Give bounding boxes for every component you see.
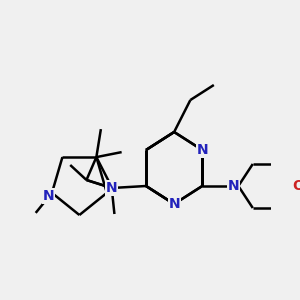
Text: N: N	[196, 143, 208, 157]
Text: O: O	[292, 179, 300, 193]
Text: N: N	[106, 181, 118, 195]
Text: N: N	[228, 179, 240, 193]
Text: N: N	[43, 189, 54, 203]
Text: N: N	[168, 197, 180, 211]
